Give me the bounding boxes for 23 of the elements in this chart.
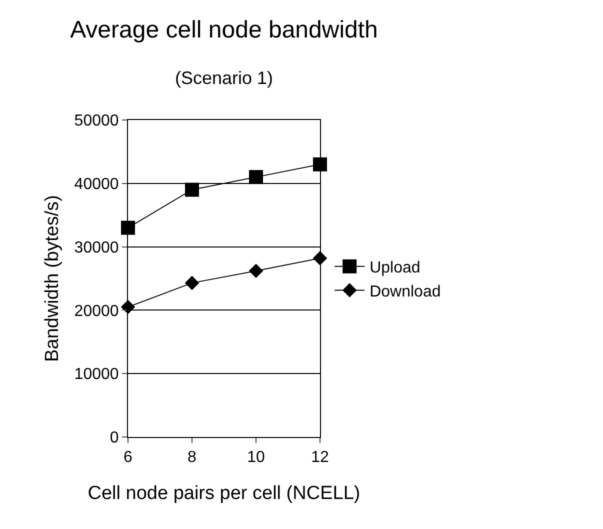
chart-title: Average cell node bandwidth: [70, 16, 378, 44]
x-tick-label: 8: [188, 449, 197, 466]
y-tick-label: 20000: [74, 302, 119, 320]
y-tick-label: 10000: [74, 366, 119, 384]
x-tick-label: 10: [247, 449, 265, 466]
legend-label: Download: [370, 283, 441, 300]
legend-label: Upload: [370, 260, 420, 277]
point: [120, 300, 136, 314]
point: [185, 182, 199, 197]
point: [121, 220, 135, 235]
x-tick-label: 12: [311, 449, 329, 466]
x-tick-label: 6: [124, 449, 133, 466]
chart-subtitle: (Scenario 1): [175, 68, 274, 88]
point: [249, 170, 263, 184]
point: [313, 157, 327, 172]
y-tick-label: 50000: [74, 112, 119, 130]
point: [184, 276, 200, 290]
y-tick-label: 0: [110, 430, 119, 447]
point: [248, 264, 264, 278]
y-tick-label: 30000: [74, 239, 119, 256]
y-tick-label: 40000: [74, 176, 119, 193]
x-axis-title: Cell node pairs per cell (NCELL): [88, 483, 360, 504]
y-axis-title: Bandwidth (bytes/s): [42, 195, 64, 362]
